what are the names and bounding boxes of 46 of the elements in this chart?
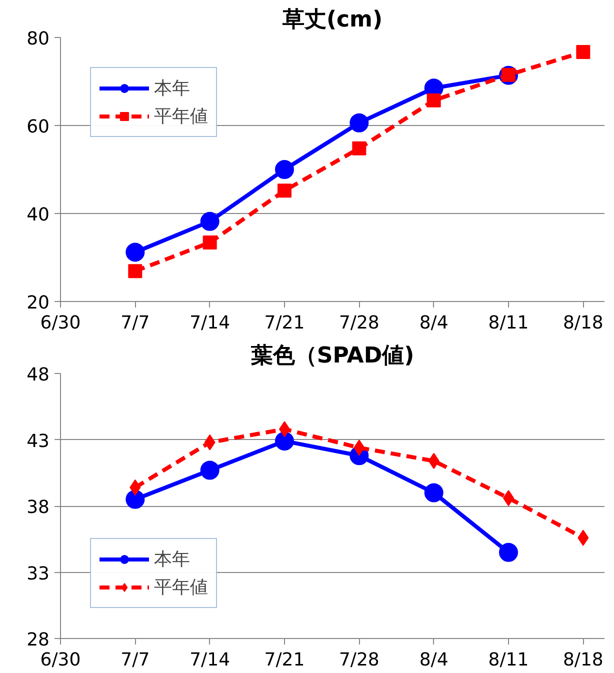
- x-tick-label: 8/4: [419, 312, 448, 334]
- x-tick-label: 8/18: [562, 650, 604, 670]
- y-tick-label: 43: [26, 430, 50, 452]
- x-tick-label: 7/14: [190, 312, 230, 334]
- point: [424, 483, 444, 502]
- legend-label: 本年: [154, 77, 190, 100]
- point: [275, 432, 294, 451]
- point: [426, 93, 441, 108]
- x-tick-label: 7/28: [338, 312, 380, 334]
- chart-title: 草丈(cm): [281, 8, 383, 32]
- x-tick-label: 8/4: [419, 650, 448, 670]
- point: [352, 141, 366, 156]
- point: [200, 212, 220, 231]
- point: [202, 236, 217, 250]
- y-tick-label: 40: [26, 204, 50, 226]
- point: [126, 242, 145, 262]
- x-tick-label: 6/30: [40, 312, 81, 334]
- y-tick-label: 28: [26, 630, 50, 650]
- y-tick-label: 60: [26, 116, 50, 138]
- x-tick-label: 8/11: [488, 312, 529, 334]
- y-tick-label: 38: [26, 497, 50, 518]
- x-tick-label: 7/21: [264, 650, 305, 670]
- legend-label: 本年: [154, 548, 190, 571]
- x-tick-label: 7/7: [120, 312, 150, 334]
- point: [278, 184, 292, 198]
- x-tick-label: 8/11: [488, 650, 529, 670]
- x-tick-label: 7/14: [190, 650, 230, 670]
- point: [576, 45, 590, 60]
- y-tick-label: 33: [26, 563, 50, 584]
- x-tick-label: 7/21: [264, 312, 305, 334]
- point: [499, 542, 518, 562]
- point: [275, 160, 294, 179]
- x-tick-label: 7/28: [338, 650, 380, 670]
- x-tick-label: 7/7: [120, 650, 150, 670]
- y-tick-label: 20: [26, 292, 50, 314]
- point: [350, 113, 369, 132]
- y-tick-label: 48: [26, 364, 50, 386]
- point: [200, 460, 220, 480]
- chart-title: 葉色（SPAD値): [250, 344, 414, 368]
- point: [126, 490, 145, 509]
- y-tick-label: 80: [26, 28, 50, 50]
- x-tick-label: 8/18: [562, 312, 604, 334]
- legend-label: 平年値: [154, 576, 208, 599]
- legend-label: 平年値: [154, 105, 208, 128]
- x-tick-label: 6/30: [40, 650, 81, 670]
- point: [128, 264, 142, 278]
